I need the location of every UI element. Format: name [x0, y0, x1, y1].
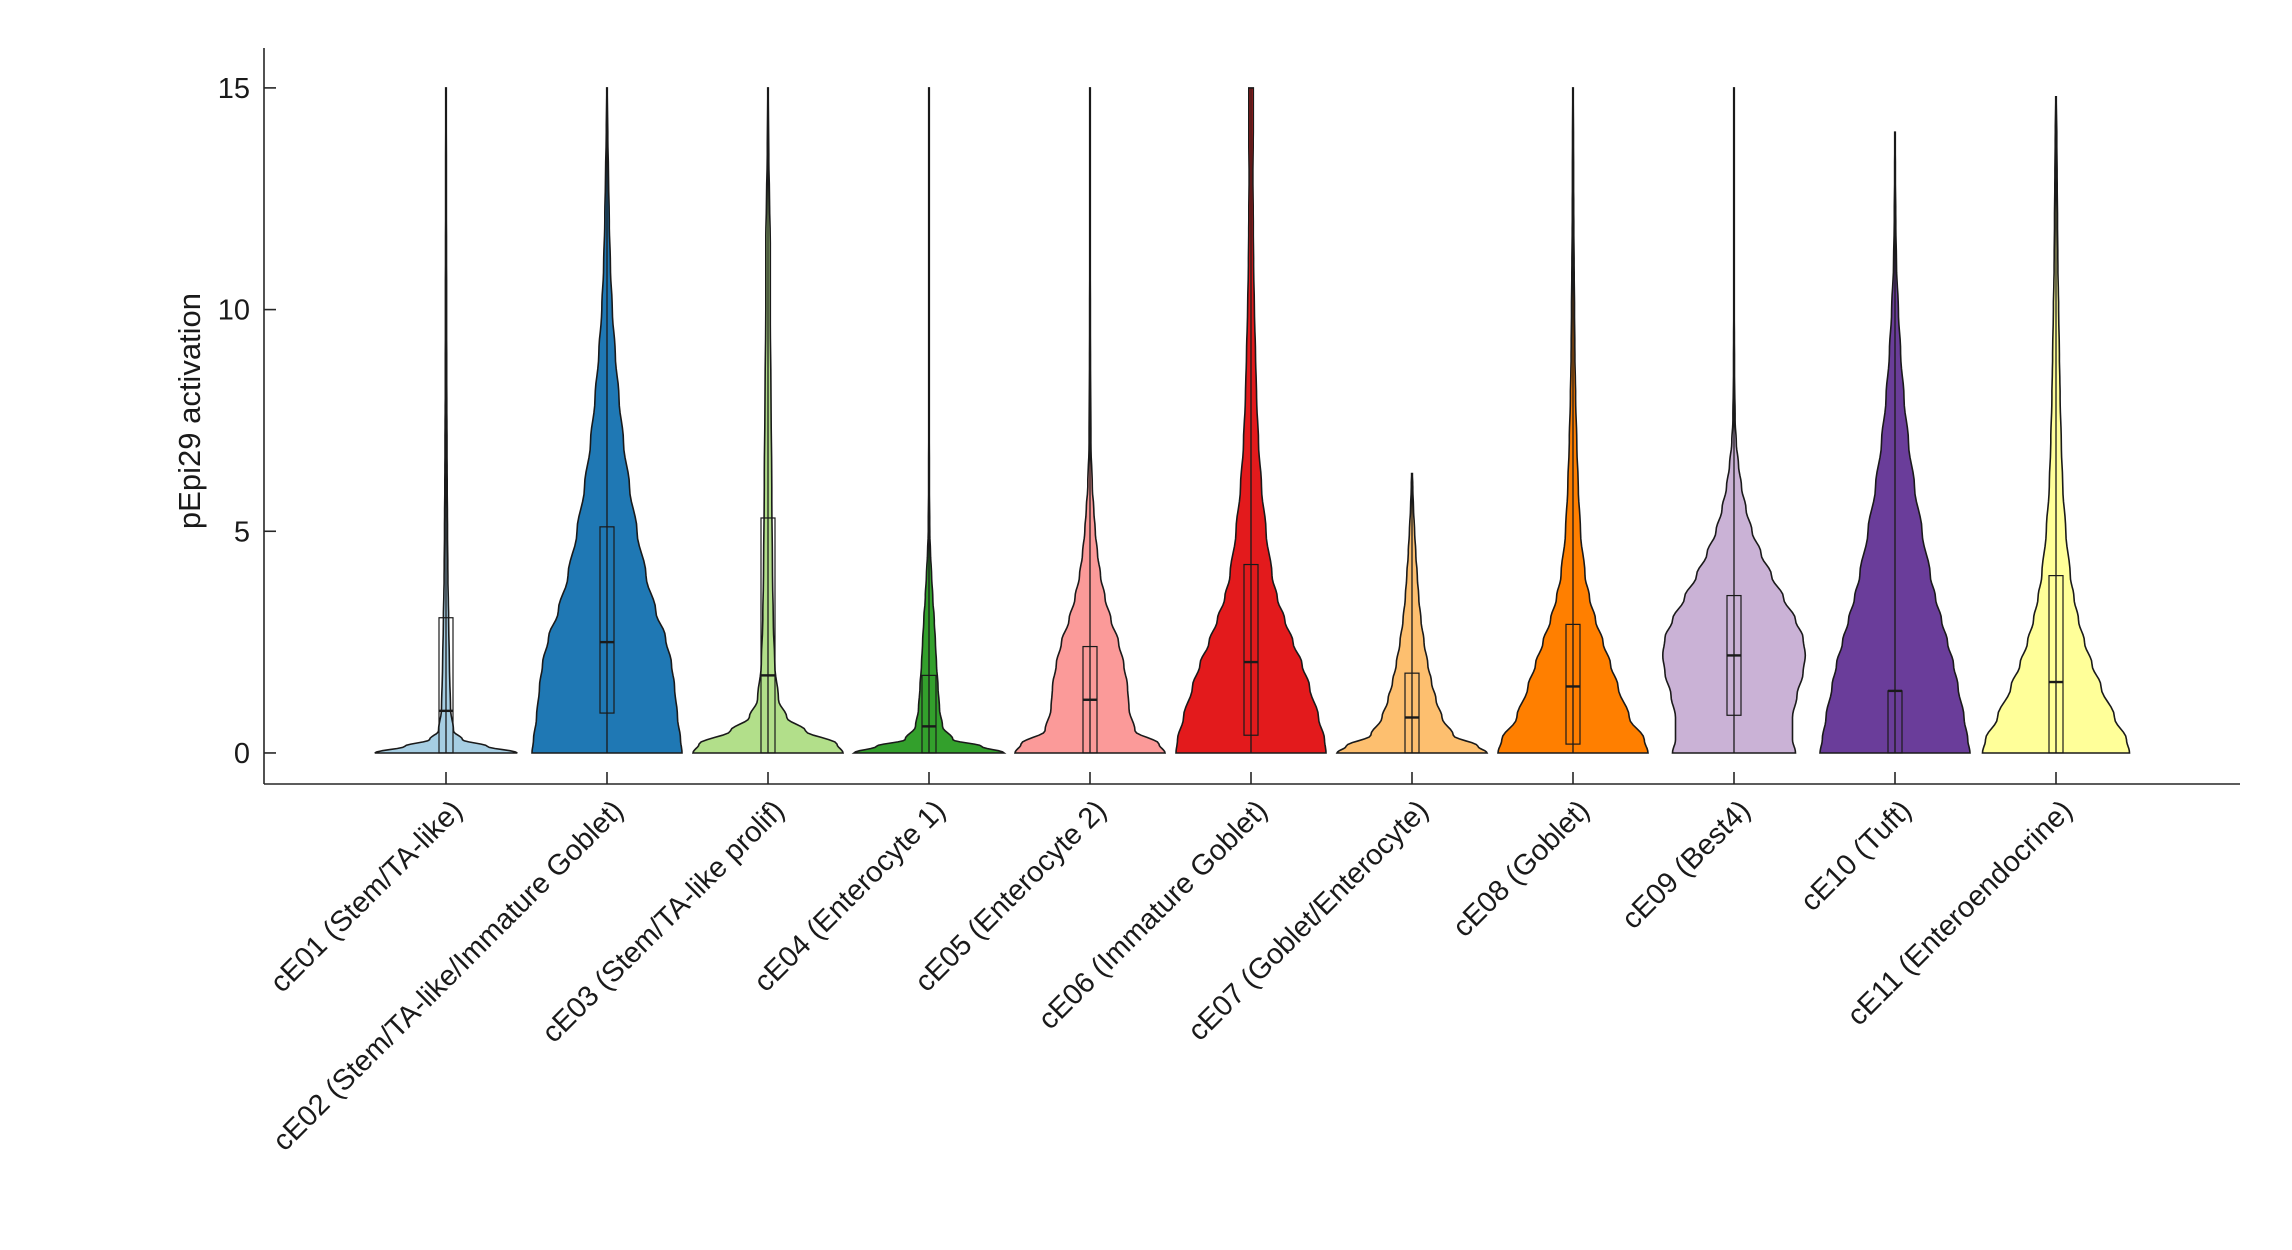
violin-5 [1013, 87, 1167, 754]
violin-box [760, 517, 776, 754]
violin-8 [1497, 87, 1649, 754]
violin-box [1565, 623, 1581, 745]
y-tick-label: 0 [234, 738, 250, 770]
violin-box [2048, 575, 2064, 754]
x-category-label: cE09 (Best4) [1616, 794, 1757, 935]
violin-7 [1335, 472, 1489, 754]
axes-group [263, 48, 2240, 785]
violin-6 [1175, 87, 1327, 754]
violin-box [438, 617, 454, 754]
y-axis-title: pEpi29 activation [172, 293, 207, 529]
y-tick-label: 5 [234, 516, 250, 548]
x-category-label: cE08 (Goblet) [1447, 794, 1596, 943]
violin-box [1404, 672, 1420, 754]
violin-series-group [374, 87, 2131, 754]
x-category-label: cE02 (Stem/TA-like/Immature Goblet) [267, 794, 630, 1157]
violin-box [599, 526, 615, 714]
violin-11 [1981, 96, 2131, 754]
violin-box [921, 674, 937, 754]
y-tick-label: 15 [218, 73, 250, 105]
violin-10 [1819, 131, 1971, 754]
violin-1 [374, 87, 518, 754]
y-tick-label: 10 [218, 295, 250, 327]
y-ticks-group: 0 5 10 15 [218, 73, 276, 770]
x-category-labels: cE01 (Stem/TA-like)cE02 (Stem/TA-like/Im… [264, 772, 2079, 1157]
violin-box [1243, 563, 1259, 736]
violin-4 [851, 87, 1007, 754]
violin-9 [1661, 87, 1807, 754]
violin-3 [691, 87, 845, 754]
x-category-label: cE10 (Tuft) [1795, 794, 1918, 917]
violin-2 [531, 87, 683, 754]
